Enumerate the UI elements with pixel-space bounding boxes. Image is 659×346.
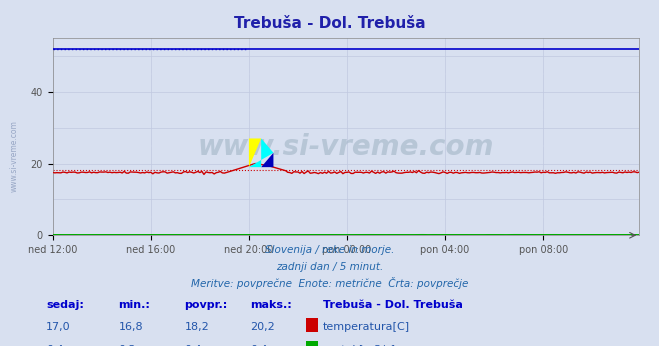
Text: www.si-vreme.com: www.si-vreme.com [198,133,494,161]
Text: min.:: min.: [119,300,150,310]
Text: temperatura[C]: temperatura[C] [323,322,410,333]
Polygon shape [249,138,273,167]
Text: sedaj:: sedaj: [46,300,84,310]
Text: www.si-vreme.com: www.si-vreme.com [10,120,19,192]
Text: maks.:: maks.: [250,300,292,310]
Text: Slovenija / reke in morje.: Slovenija / reke in morje. [265,245,394,255]
Text: Trebuša - Dol. Trebuša: Trebuša - Dol. Trebuša [323,300,463,310]
Text: 16,8: 16,8 [119,322,143,333]
Text: 17,0: 17,0 [46,322,71,333]
Text: 0,4: 0,4 [250,345,268,346]
Text: Trebuša - Dol. Trebuša: Trebuša - Dol. Trebuša [234,16,425,30]
Text: 0,4: 0,4 [185,345,202,346]
Text: pretok[m3/s]: pretok[m3/s] [323,345,395,346]
Text: povpr.:: povpr.: [185,300,228,310]
Text: Meritve: povprečne  Enote: metrične  Črta: povprečje: Meritve: povprečne Enote: metrične Črta:… [191,277,468,289]
Polygon shape [261,153,273,167]
Text: zadnji dan / 5 minut.: zadnji dan / 5 minut. [276,262,383,272]
Text: 0,3: 0,3 [119,345,136,346]
Polygon shape [249,138,261,167]
Text: 20,2: 20,2 [250,322,275,333]
Text: 18,2: 18,2 [185,322,210,333]
Text: 0,4: 0,4 [46,345,64,346]
